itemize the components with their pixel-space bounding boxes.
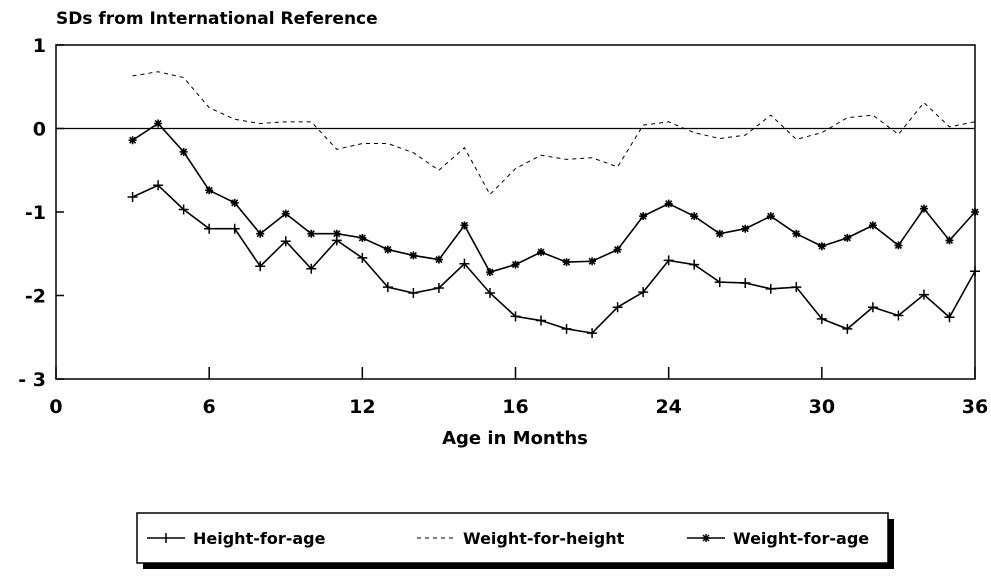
legend-label: Weight-for-height xyxy=(463,529,625,548)
marker-plus xyxy=(867,302,878,313)
plot-frame xyxy=(55,44,976,380)
marker-star xyxy=(664,199,673,208)
marker-star xyxy=(588,257,597,266)
marker-star xyxy=(460,221,469,230)
marker-plus xyxy=(587,328,598,339)
marker-plus xyxy=(638,287,649,298)
marker-star xyxy=(230,198,239,207)
marker-plus xyxy=(204,223,215,234)
marker-star xyxy=(639,212,648,221)
marker-plus xyxy=(842,323,853,334)
marker-plus xyxy=(459,258,470,269)
marker-plus xyxy=(382,282,393,293)
marker-plus xyxy=(127,191,138,202)
x-axis-label: Age in Months xyxy=(442,428,588,449)
marker-star xyxy=(383,245,392,254)
legend-marker xyxy=(702,534,710,542)
marker-star xyxy=(945,236,954,245)
marker-plus xyxy=(306,263,317,274)
y-tick-label: -2 xyxy=(25,286,46,308)
marker-plus xyxy=(791,282,802,293)
marker-star xyxy=(434,255,443,264)
marker-star xyxy=(690,212,699,221)
marker-star xyxy=(358,233,367,242)
marker-star xyxy=(511,260,520,269)
marker-plus xyxy=(714,277,725,288)
marker-star xyxy=(971,208,979,216)
x-tick-label: 30 xyxy=(809,396,835,418)
marker-star xyxy=(868,221,877,230)
marker-star xyxy=(409,251,418,260)
x-tick-label: 36 xyxy=(962,396,988,418)
x-tick-label: 24 xyxy=(655,396,681,418)
marker-star xyxy=(537,248,546,257)
marker-plus xyxy=(893,310,904,321)
legend-box xyxy=(136,512,889,564)
marker-star xyxy=(613,245,622,254)
marker-plus xyxy=(484,287,495,298)
marker-star xyxy=(715,229,724,238)
marker-plus xyxy=(740,277,751,288)
marker-plus xyxy=(970,266,980,277)
marker-star xyxy=(894,241,903,250)
x-tick-label: 12 xyxy=(349,396,375,418)
marker-plus xyxy=(816,313,827,324)
marker-star xyxy=(256,229,265,238)
marker-plus xyxy=(510,311,521,322)
marker-star xyxy=(281,209,290,218)
marker-star xyxy=(792,229,801,238)
x-tick-label: 16 xyxy=(502,396,528,418)
x-tick-label: 0 xyxy=(49,396,62,418)
marker-star xyxy=(205,186,214,195)
series-line xyxy=(132,184,976,334)
marker-plus xyxy=(255,261,266,272)
legend-label: Height-for-age xyxy=(193,529,326,548)
series-line xyxy=(132,71,976,196)
marker-plus xyxy=(765,283,776,294)
marker-star xyxy=(817,242,826,251)
marker-plus xyxy=(561,323,572,334)
marker-plus xyxy=(153,180,164,191)
series-line xyxy=(132,122,976,274)
marker-plus xyxy=(408,287,419,298)
marker-plus xyxy=(433,282,444,293)
marker-plus xyxy=(689,259,700,270)
marker-star xyxy=(843,233,852,242)
marker-star xyxy=(128,136,137,145)
x-tick-label: 6 xyxy=(203,396,216,418)
marker-star xyxy=(919,204,928,213)
marker-plus xyxy=(280,236,291,247)
marker-star xyxy=(485,268,494,277)
marker-plus xyxy=(229,223,240,234)
y-tick-label: 0 xyxy=(33,119,46,141)
legend-label: Weight-for-age xyxy=(733,529,869,548)
marker-star xyxy=(332,229,341,238)
marker-star xyxy=(179,147,188,156)
marker-star xyxy=(154,119,163,128)
marker-star xyxy=(741,224,750,233)
marker-plus xyxy=(357,252,368,263)
marker-plus xyxy=(536,315,547,326)
marker-plus xyxy=(918,289,929,300)
marker-star xyxy=(562,258,571,267)
marker-plus xyxy=(178,204,189,215)
chart-title: SDs from International Reference xyxy=(56,9,378,29)
y-tick-label: -1 xyxy=(25,202,46,224)
y-tick-label: - 3 xyxy=(18,369,46,391)
marker-plus xyxy=(663,255,674,266)
y-tick-label: 1 xyxy=(33,35,46,57)
marker-plus xyxy=(612,302,623,313)
marker-star xyxy=(307,229,316,238)
marker-star xyxy=(766,212,775,221)
marker-plus xyxy=(944,312,955,323)
